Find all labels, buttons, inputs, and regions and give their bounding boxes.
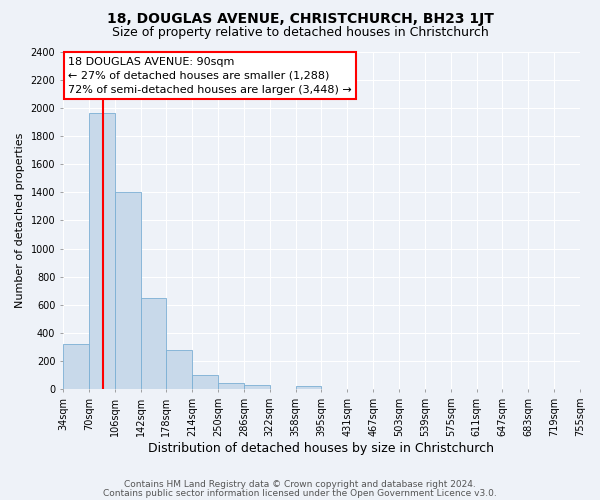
Text: Size of property relative to detached houses in Christchurch: Size of property relative to detached ho… (112, 26, 488, 39)
Bar (296, 386, 322, 390)
Text: Contains HM Land Registry data © Crown copyright and database right 2024.: Contains HM Land Registry data © Crown c… (124, 480, 476, 489)
Bar (89, 114, 115, 390)
Bar (166, 350, 192, 390)
Bar (218, 383, 244, 390)
Bar (63, 344, 89, 390)
Text: 18, DOUGLAS AVENUE, CHRISTCHURCH, BH23 1JT: 18, DOUGLAS AVENUE, CHRISTCHURCH, BH23 1… (107, 12, 493, 26)
Text: Contains public sector information licensed under the Open Government Licence v3: Contains public sector information licen… (103, 488, 497, 498)
Bar (115, 192, 140, 390)
Bar (192, 374, 218, 390)
Bar (244, 385, 270, 390)
X-axis label: Distribution of detached houses by size in Christchurch: Distribution of detached houses by size … (148, 442, 494, 455)
Bar (140, 298, 166, 390)
Text: 18 DOUGLAS AVENUE: 90sqm
← 27% of detached houses are smaller (1,288)
72% of sem: 18 DOUGLAS AVENUE: 90sqm ← 27% of detach… (68, 56, 352, 94)
Y-axis label: Number of detached properties: Number of detached properties (15, 132, 25, 308)
